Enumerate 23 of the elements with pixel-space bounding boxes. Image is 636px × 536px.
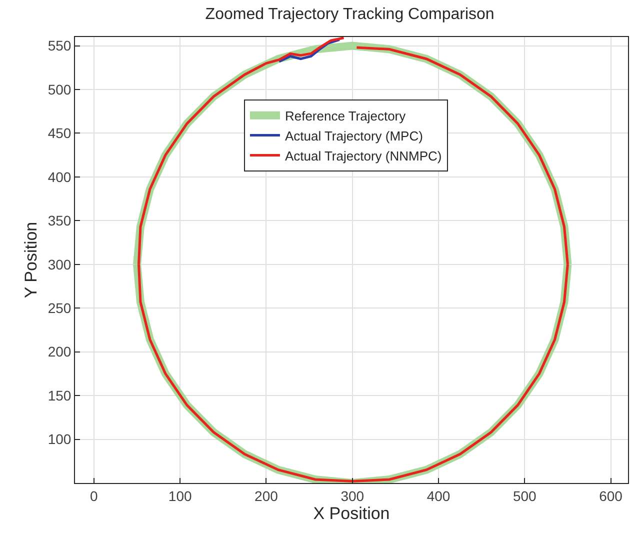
- y-tick-label: 250: [48, 300, 72, 316]
- y-tick-label: 150: [48, 387, 72, 404]
- x-tick-label: 600: [599, 488, 623, 504]
- x-tick-label: 500: [512, 488, 537, 504]
- y-tick-label: 100: [48, 431, 72, 448]
- chart-title: Zoomed Trajectory Tracking Comparison: [205, 6, 494, 24]
- x-axis-title: X Position: [313, 504, 390, 524]
- y-tick-label: 450: [48, 125, 72, 142]
- y-tick-label: 550: [48, 38, 72, 54]
- y-tick-label: 200: [48, 344, 72, 360]
- legend-label: Reference Trajectory: [284, 108, 406, 124]
- y-tick-label: 500: [48, 81, 72, 98]
- x-tick-label: 400: [426, 488, 450, 504]
- legend-label: Actual Trajectory (MPC): [284, 128, 423, 144]
- y-tick-label: 350: [48, 212, 72, 229]
- y-tick-label: 300: [48, 256, 72, 272]
- y-tick-label: 400: [48, 168, 72, 185]
- x-tick-label: 300: [340, 488, 364, 504]
- legend-label: Actual Trajectory (NNMPC): [284, 148, 442, 164]
- x-tick-label: 200: [254, 488, 278, 504]
- x-tick-label: 100: [168, 488, 192, 504]
- y-axis-title: Y Position: [21, 222, 40, 298]
- x-tick-label: 0: [90, 488, 98, 504]
